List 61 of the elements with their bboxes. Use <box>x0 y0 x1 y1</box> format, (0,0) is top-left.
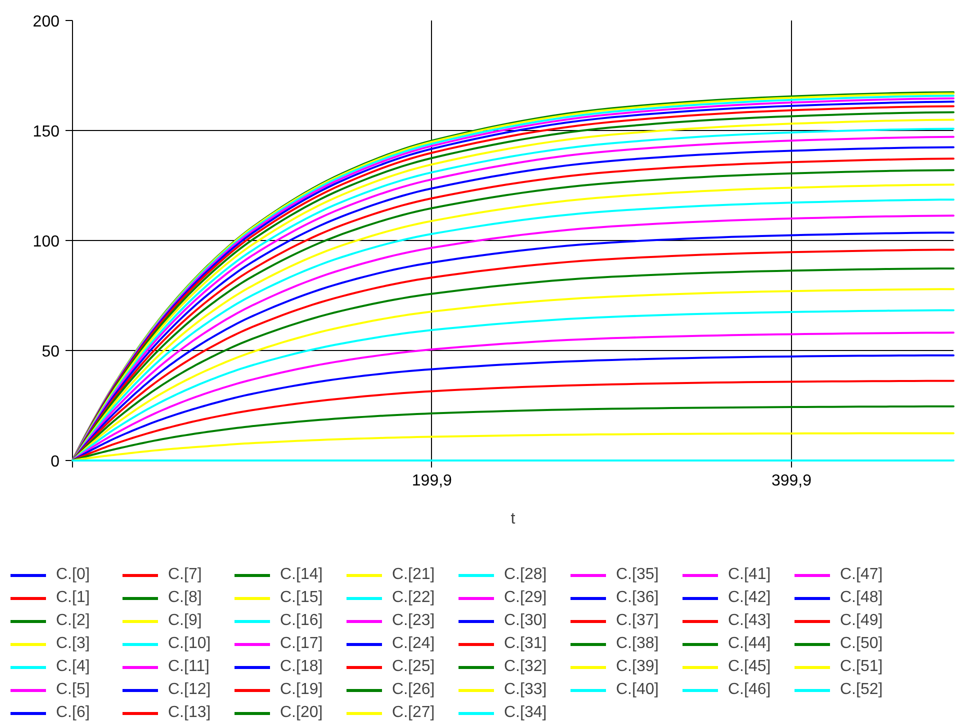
legend-label: C.[11] <box>168 658 210 676</box>
y-tick-label: 50 <box>42 344 60 360</box>
x-tick-label: 199,9 <box>412 472 452 490</box>
legend-label: C.[47] <box>840 566 884 584</box>
legend-label: C.[34] <box>504 704 548 722</box>
legend-label: C.[52] <box>840 681 884 699</box>
x-tick-label: 399,9 <box>771 472 812 490</box>
legend-label: C.[0] <box>56 566 91 584</box>
legend-label: C.[45] <box>728 658 772 676</box>
legend-label: C.[49] <box>840 612 884 630</box>
legend-label: C.[44] <box>728 635 772 653</box>
y-tick-label: 0 <box>50 454 60 470</box>
legend-label: C.[28] <box>504 566 548 584</box>
legend-label: C.[18] <box>280 658 324 676</box>
legend-label: C.[19] <box>280 681 324 699</box>
legend-label: C.[41] <box>728 566 772 584</box>
legend-label: C.[51] <box>840 658 884 676</box>
legend-label: C.[14] <box>280 566 324 584</box>
legend-label: C.[7] <box>168 566 203 584</box>
legend-label: C.[1] <box>56 589 91 607</box>
legend-label: C.[24] <box>392 635 436 653</box>
legend-label: C.[38] <box>616 635 660 653</box>
legend-label: C.[5] <box>56 681 91 699</box>
legend-label: C.[33] <box>504 681 548 699</box>
legend-label: C.[46] <box>728 681 772 699</box>
legend-label: C.[17] <box>280 635 324 653</box>
legend-label: C.[50] <box>840 635 884 653</box>
legend-label: C.[6] <box>56 704 91 722</box>
legend-label: C.[4] <box>56 658 91 676</box>
legend-label: C.[13] <box>168 704 212 722</box>
legend-label: C.[43] <box>728 612 772 630</box>
legend-label: C.[40] <box>616 681 660 699</box>
legend-label: C.[2] <box>56 612 91 630</box>
legend-label: C.[48] <box>840 589 884 607</box>
legend-label: C.[10] <box>168 635 212 653</box>
legend-label: C.[20] <box>280 704 324 722</box>
legend-label: C.[9] <box>168 612 203 630</box>
legend-label: C.[30] <box>504 612 548 630</box>
legend-label: C.[31] <box>504 635 548 653</box>
y-tick-label: 200 <box>32 14 60 30</box>
legend-label: C.[25] <box>392 658 436 676</box>
y-tick-label: 100 <box>32 234 60 250</box>
legend-label: C.[16] <box>280 612 324 630</box>
legend-label: C.[23] <box>392 612 436 630</box>
legend-label: C.[26] <box>392 681 436 699</box>
legend-label: C.[37] <box>616 612 660 630</box>
legend-label: C.[3] <box>56 635 91 653</box>
legend-label: C.[21] <box>392 566 436 584</box>
legend-label: C.[22] <box>392 589 436 607</box>
legend-label: C.[39] <box>616 658 660 676</box>
y-tick-label: 150 <box>32 124 60 140</box>
legend-label: C.[27] <box>392 704 436 722</box>
legend-label: C.[42] <box>728 589 772 607</box>
legend-label: C.[32] <box>504 658 548 676</box>
legend-label: C.[15] <box>280 589 324 607</box>
legend-label: C.[35] <box>616 566 660 584</box>
legend-label: C.[12] <box>168 681 212 699</box>
legend-label: C.[36] <box>616 589 660 607</box>
x-axis-title: t <box>510 510 516 528</box>
legend-label: C.[8] <box>168 589 203 607</box>
legend-label: C.[29] <box>504 589 548 607</box>
